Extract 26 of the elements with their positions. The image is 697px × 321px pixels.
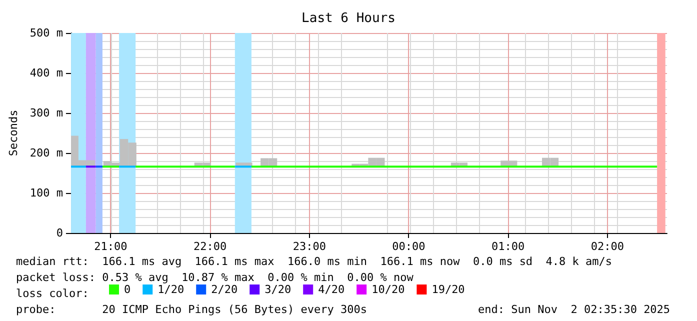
y-tick-label: 100 m	[30, 186, 64, 200]
text: probe: 20 ICMP Echo Pings (56 Bytes) every 300s	[16, 303, 367, 316]
legend-label: 1/20	[158, 283, 184, 296]
x-tick-label: 22:00	[194, 240, 227, 253]
x-tick-label: 01:00	[492, 240, 525, 253]
legend-label: 10/20	[372, 283, 405, 296]
text: end: Sun Nov 2 02:35:30 2025	[478, 303, 670, 316]
y-tick-label: 0	[56, 226, 64, 240]
x-tick-label: 00:00	[392, 240, 426, 253]
y-tick-label: 500 m	[30, 26, 64, 40]
text: median rtt: 166.1 ms avg 166.1 ms max 166.0 ms min 166.1 ms now 0.0 ms sd 4.8 k am/s	[16, 255, 612, 268]
chart-title: Last 6 Hours	[302, 11, 396, 26]
text: loss color:	[16, 287, 89, 300]
legend-label: 4/20	[318, 283, 345, 296]
x-tick-label: 23:00	[292, 240, 326, 253]
legend-label: 3/20	[264, 283, 292, 296]
legend-label: 2/20	[211, 283, 238, 296]
text: packet loss: 0.53 % avg 10.87 % max 0.00 % min 0.00 % now	[16, 271, 414, 284]
y-axis-title: Seconds	[7, 110, 20, 156]
y-tick-label: 300 m	[30, 106, 64, 120]
x-tick-label: 21:00	[94, 240, 128, 253]
y-tick-label: 200 m	[30, 146, 64, 160]
legend-label: 0	[124, 283, 131, 296]
x-tick-label: 02:00	[590, 240, 624, 253]
legend-label: 19/20	[432, 283, 465, 296]
y-tick-label: 400 m	[30, 66, 64, 80]
